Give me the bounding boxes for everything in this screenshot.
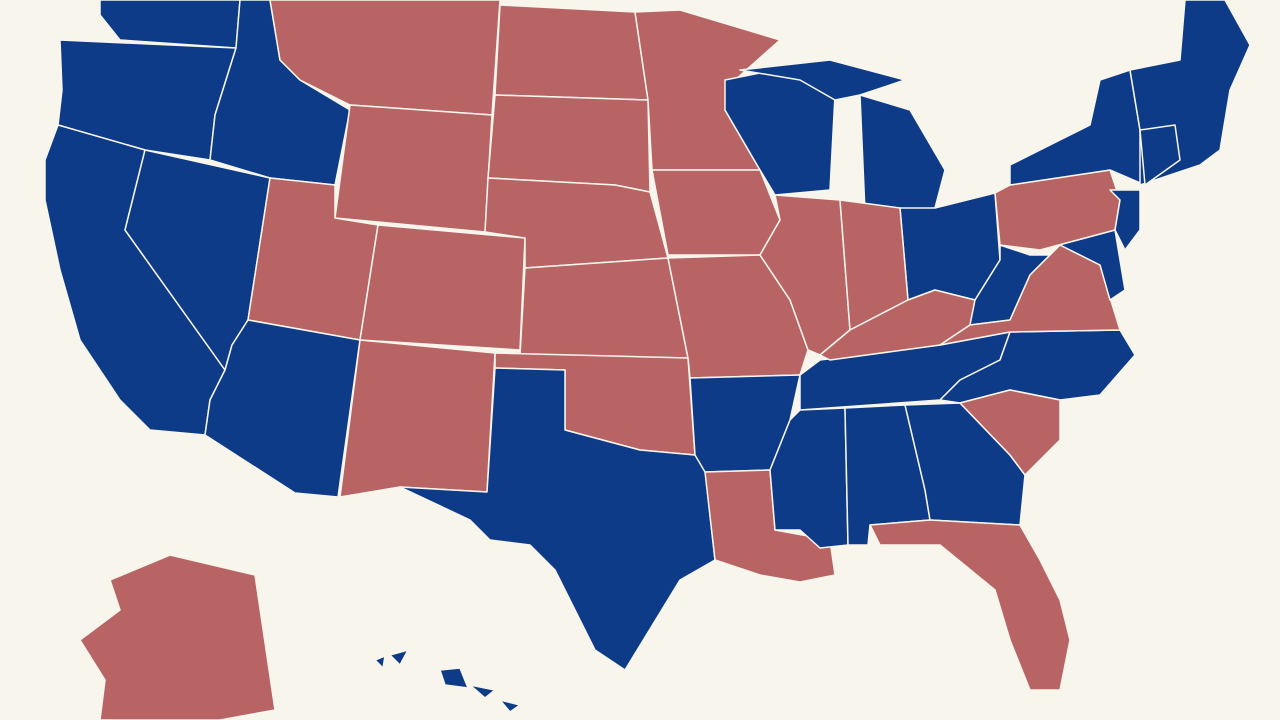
region <box>519 257 689 359</box>
region <box>334 104 493 233</box>
region <box>359 224 526 351</box>
region <box>869 519 1071 691</box>
region <box>1139 124 1181 186</box>
region <box>99 0 241 49</box>
region <box>79 554 276 720</box>
region <box>651 169 781 256</box>
region <box>374 649 521 713</box>
region <box>739 59 946 213</box>
region <box>959 389 1061 476</box>
region <box>494 4 649 101</box>
region <box>1109 189 1141 251</box>
region <box>487 94 651 193</box>
region <box>339 339 496 498</box>
region <box>399 367 716 671</box>
